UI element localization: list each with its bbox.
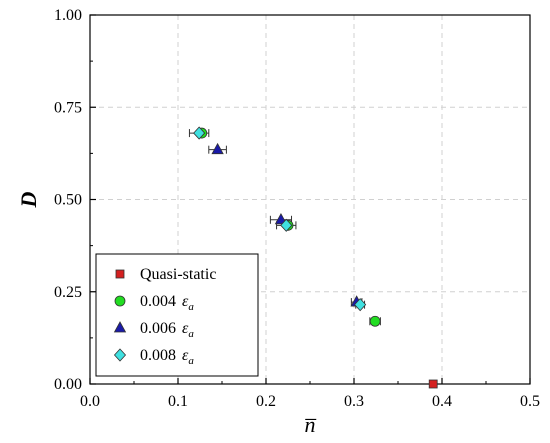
legend-label: Quasi-static <box>140 266 216 283</box>
legend-marker-triangle <box>113 321 127 333</box>
data-point-triangle <box>274 212 288 225</box>
y-axis-title: D <box>16 191 41 208</box>
x-tick-label: 0.3 <box>344 393 364 410</box>
y-tick-label: 0.00 <box>54 376 82 393</box>
data-point-diamond <box>193 126 206 140</box>
axis-ticks: 0.0 0.1 0.2 0.3 0.4 0.5 0.00 0.25 0.50 0.75 1.00 <box>54 7 540 410</box>
x-tick-label: 0.0 <box>80 393 100 410</box>
x-axis-title: n̅ <box>305 412 317 437</box>
legend-marker-circle <box>114 295 126 307</box>
x-tick-label: 0.4 <box>432 393 452 410</box>
grid <box>90 15 530 384</box>
legend-marker-square <box>115 269 125 279</box>
data-point-circle <box>369 315 381 327</box>
legend-label: 0.008 εa <box>140 347 194 367</box>
x-tick-label: 0.1 <box>168 393 188 410</box>
data-point-diamond <box>354 298 367 312</box>
legend-item: 0.004 εa <box>114 293 194 313</box>
legend-item: 0.008 εa <box>113 347 194 367</box>
data-markers <box>193 126 438 389</box>
y-tick-label: 0.50 <box>54 192 82 209</box>
legend-item: 0.006 εa <box>113 320 194 340</box>
legend-item: Quasi-static <box>115 266 216 283</box>
legend: Quasi-static 0.004 εa 0.006 εa 0.008 εa <box>95 253 259 377</box>
data-point-triangle <box>211 142 224 155</box>
legend-label: 0.004 εa <box>140 293 194 313</box>
x-tick-label: 0.2 <box>256 393 276 410</box>
x-tick-label: 0.5 <box>520 393 540 410</box>
y-tick-label: 1.00 <box>54 7 82 24</box>
data-point-diamond <box>280 218 293 232</box>
legend-label: 0.006 εa <box>140 320 194 340</box>
y-tick-label: 0.25 <box>54 284 82 301</box>
y-tick-label: 0.75 <box>54 99 82 116</box>
data-point-square <box>428 379 438 389</box>
legend-marker-diamond <box>113 348 127 362</box>
